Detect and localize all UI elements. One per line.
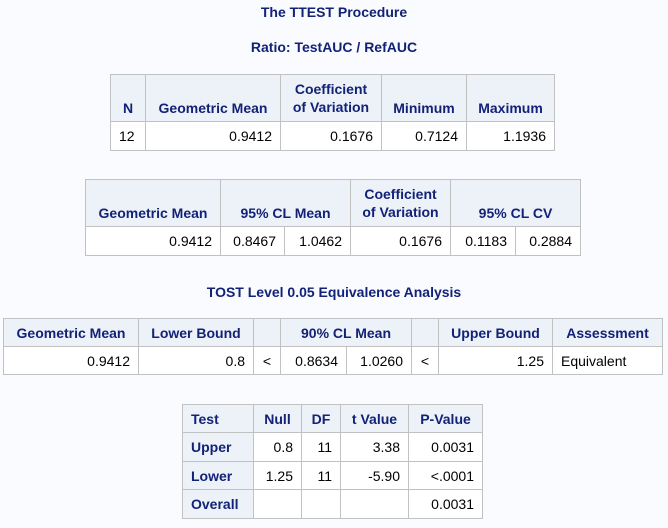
header-geometric-mean: Geometric Mean bbox=[85, 179, 221, 227]
header-cv: Coefficient of Variation bbox=[350, 179, 451, 227]
header-assessment: Assessment bbox=[552, 318, 663, 347]
row-header-lower: Lower bbox=[182, 461, 254, 490]
header-cv: Coefficient of Variation bbox=[280, 74, 382, 122]
header-geometric-mean: Geometric Mean bbox=[3, 318, 139, 347]
cell-t-value: 3.38 bbox=[340, 432, 409, 462]
header-blank bbox=[411, 318, 439, 347]
ratio-subtitle: Ratio: TestAUC / RefAUC bbox=[250, 39, 418, 55]
cell-t-value: -5.90 bbox=[340, 461, 409, 490]
cell-cl-upper: 1.0260 bbox=[346, 346, 412, 375]
test-table: Test Null DF t Value P-Value Upper 0.8 1… bbox=[182, 404, 483, 519]
cell-geometric-mean: 0.9412 bbox=[3, 346, 139, 375]
table-row: 0.9412 0.8 < 0.8634 1.0260 < 1.25 Equiva… bbox=[3, 346, 663, 375]
tost-title: TOST Level 0.05 Equivalence Analysis bbox=[206, 284, 462, 300]
confidence-limits-table: Geometric Mean 95% CL Mean Coefficient o… bbox=[85, 179, 582, 256]
cell-cl-cv-lower: 0.1183 bbox=[450, 226, 516, 256]
procedure-title: The TTEST Procedure bbox=[260, 4, 408, 20]
header-test: Test bbox=[182, 404, 254, 433]
cell-t-value bbox=[340, 489, 409, 519]
cell-maximum: 1.1936 bbox=[466, 121, 555, 151]
table-row: Overall 0.0031 bbox=[182, 489, 483, 519]
cell-null: 1.25 bbox=[253, 461, 302, 490]
cell-geometric-mean: 0.9412 bbox=[145, 121, 281, 151]
cell-less-than: < bbox=[411, 346, 439, 375]
header-p-value: P-Value bbox=[408, 404, 483, 433]
header-minimum: Minimum bbox=[381, 74, 467, 122]
table-row: Upper 0.8 11 3.38 0.0031 bbox=[182, 432, 483, 462]
header-lower-bound: Lower Bound bbox=[138, 318, 254, 347]
header-upper-bound: Upper Bound bbox=[438, 318, 553, 347]
table-row: Lower 1.25 11 -5.90 <.0001 bbox=[182, 461, 483, 490]
row-header-overall: Overall bbox=[182, 489, 254, 519]
cell-df bbox=[301, 489, 341, 519]
cell-lower-bound: 0.8 bbox=[138, 346, 254, 375]
cell-assessment: Equivalent bbox=[552, 346, 663, 375]
header-df: DF bbox=[301, 404, 341, 433]
header-t-value: t Value bbox=[340, 404, 409, 433]
cell-geometric-mean: 0.9412 bbox=[85, 226, 221, 256]
cell-n: 12 bbox=[110, 121, 146, 151]
table-row: 12 0.9412 0.1676 0.7124 1.1936 bbox=[110, 121, 555, 151]
header-90-cl-mean: 90% CL Mean bbox=[280, 318, 412, 347]
cell-p-value: <.0001 bbox=[408, 461, 483, 490]
cell-minimum: 0.7124 bbox=[381, 121, 467, 151]
cell-null: 0.8 bbox=[253, 432, 302, 462]
cell-cl-mean-lower: 0.8467 bbox=[220, 226, 285, 256]
cell-df: 11 bbox=[301, 461, 341, 490]
table-row: 0.9412 0.8467 1.0462 0.1676 0.1183 0.288… bbox=[85, 226, 582, 256]
header-95-cl-mean: 95% CL Mean bbox=[220, 179, 351, 227]
cell-cl-lower: 0.8634 bbox=[280, 346, 347, 375]
header-95-cl-cv: 95% CL CV bbox=[449, 179, 582, 227]
cell-df: 11 bbox=[301, 432, 341, 462]
cell-cv: 0.1676 bbox=[280, 121, 382, 151]
cell-less-than: < bbox=[253, 346, 281, 375]
cell-null bbox=[253, 489, 302, 519]
tost-table: Geometric Mean Lower Bound 90% CL Mean U… bbox=[3, 318, 663, 375]
cell-p-value: 0.0031 bbox=[408, 432, 483, 462]
header-blank bbox=[253, 318, 281, 347]
header-geometric-mean: Geometric Mean bbox=[145, 74, 281, 122]
header-maximum: Maximum bbox=[466, 74, 555, 122]
cell-cl-cv-upper: 0.2884 bbox=[514, 226, 582, 256]
cell-upper-bound: 1.25 bbox=[438, 346, 553, 375]
header-n: N bbox=[110, 74, 146, 122]
summary-table: N Geometric Mean Coefficient of Variatio… bbox=[110, 74, 555, 151]
cell-cl-mean-upper: 1.0462 bbox=[284, 226, 351, 256]
header-null: Null bbox=[253, 404, 302, 433]
cell-cv: 0.1676 bbox=[350, 226, 451, 256]
row-header-upper: Upper bbox=[182, 432, 254, 462]
cell-p-value: 0.0031 bbox=[408, 489, 483, 519]
